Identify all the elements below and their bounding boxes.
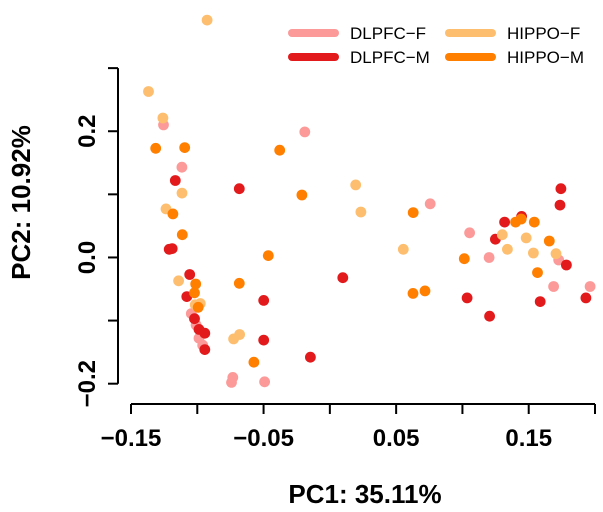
legend-label: DLPFC−F bbox=[350, 24, 426, 43]
data-point bbox=[234, 329, 245, 340]
y-axis-title: PC2: 10.92% bbox=[6, 125, 36, 280]
series-dlpfc-m bbox=[164, 175, 592, 363]
points-layer bbox=[143, 15, 595, 388]
data-point bbox=[263, 250, 274, 261]
data-point bbox=[462, 293, 473, 304]
data-point bbox=[189, 313, 200, 324]
x-tick-label: 0.05 bbox=[373, 425, 420, 452]
data-point bbox=[258, 295, 269, 306]
y-tick-label: 0.0 bbox=[74, 241, 101, 274]
data-point bbox=[184, 269, 195, 280]
legend: DLPFC−F DLPFC−M HIPPO−F HIPPO−M bbox=[292, 24, 584, 67]
x-axis-title: PC1: 35.11% bbox=[288, 479, 441, 509]
legend-label: DLPFC−M bbox=[350, 48, 430, 67]
legend-item-dlpfc-m: DLPFC−M bbox=[292, 48, 430, 67]
data-point bbox=[585, 281, 596, 292]
data-point bbox=[274, 145, 285, 156]
data-point bbox=[464, 227, 475, 238]
x-tick-label: 0.15 bbox=[505, 425, 552, 452]
data-point bbox=[337, 272, 348, 283]
data-point bbox=[551, 248, 562, 259]
legend-label: HIPPO−M bbox=[507, 48, 584, 67]
data-point bbox=[561, 260, 572, 271]
data-point bbox=[179, 142, 190, 153]
data-point bbox=[420, 286, 431, 297]
data-point bbox=[581, 293, 592, 304]
data-point bbox=[259, 376, 270, 387]
data-point bbox=[556, 183, 567, 194]
data-point bbox=[305, 352, 316, 363]
data-point bbox=[535, 296, 546, 307]
data-point bbox=[544, 236, 555, 247]
data-point bbox=[356, 207, 367, 218]
data-point bbox=[529, 217, 540, 228]
data-point bbox=[173, 275, 184, 286]
series-hippo-m bbox=[150, 142, 554, 367]
legend-item-hippo-f: HIPPO−F bbox=[449, 24, 580, 43]
data-point bbox=[158, 113, 169, 124]
data-point bbox=[499, 217, 510, 228]
data-point bbox=[350, 180, 361, 191]
legend-item-hippo-m: HIPPO−M bbox=[449, 48, 584, 67]
data-point bbox=[555, 200, 566, 211]
data-point bbox=[459, 253, 470, 264]
data-point bbox=[199, 344, 210, 355]
data-point bbox=[548, 281, 559, 292]
data-point bbox=[167, 243, 178, 254]
data-point bbox=[502, 244, 513, 255]
data-point bbox=[190, 279, 201, 290]
data-point bbox=[484, 252, 495, 263]
data-point bbox=[168, 209, 179, 220]
data-point bbox=[150, 143, 161, 154]
data-point bbox=[258, 335, 269, 346]
data-point bbox=[177, 229, 188, 240]
data-point bbox=[532, 267, 543, 278]
data-point bbox=[297, 190, 308, 201]
data-point bbox=[516, 214, 527, 225]
axes: −0.15 −0.05 0.05 0.15 −0.2 0.0 0.2 bbox=[74, 68, 595, 452]
data-point bbox=[199, 328, 210, 339]
data-point bbox=[234, 183, 245, 194]
legend-item-dlpfc-f: DLPFC−F bbox=[292, 24, 426, 43]
data-point bbox=[484, 311, 495, 322]
data-point bbox=[202, 15, 213, 26]
data-point bbox=[177, 162, 188, 173]
x-tick-label: −0.15 bbox=[101, 425, 162, 452]
data-point bbox=[408, 288, 419, 299]
data-point bbox=[398, 244, 409, 255]
legend-label: HIPPO−F bbox=[507, 24, 580, 43]
data-point bbox=[143, 86, 154, 97]
data-point bbox=[299, 126, 310, 137]
data-point bbox=[497, 229, 508, 240]
data-point bbox=[170, 175, 181, 186]
data-point bbox=[249, 357, 260, 368]
data-point bbox=[521, 233, 532, 244]
data-point bbox=[193, 302, 204, 313]
y-tick-label: −0.2 bbox=[74, 360, 101, 407]
x-tick-label: −0.05 bbox=[233, 425, 294, 452]
data-point bbox=[234, 278, 245, 289]
data-point bbox=[425, 198, 436, 209]
y-tick-label: 0.2 bbox=[74, 115, 101, 148]
data-point bbox=[227, 372, 238, 383]
data-point bbox=[177, 188, 188, 199]
data-point bbox=[408, 207, 419, 218]
data-point bbox=[528, 248, 539, 259]
